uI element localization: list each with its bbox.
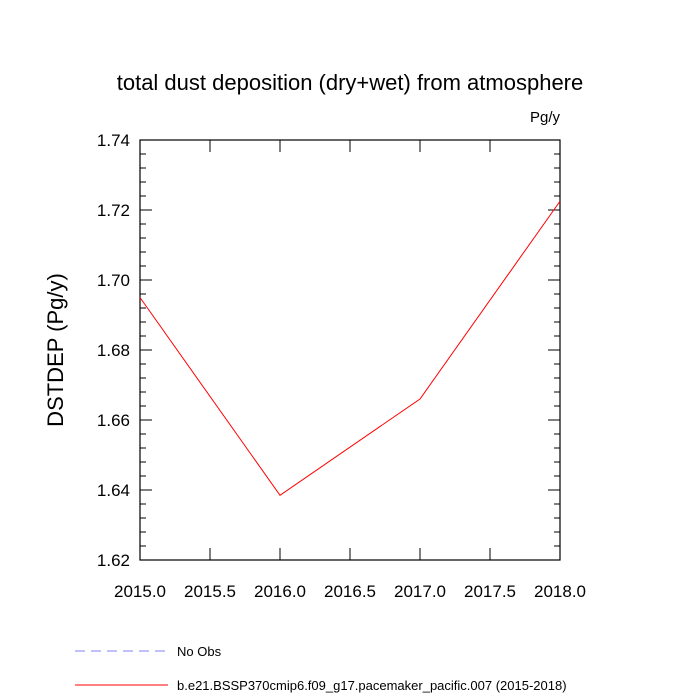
units-label: Pg/y (530, 109, 561, 126)
legend-label-0: No Obs (177, 644, 222, 659)
x-tick-label: 2015.0 (114, 582, 166, 601)
x-tick-label: 2015.5 (184, 582, 236, 601)
y-tick-label: 1.66 (97, 411, 130, 430)
legend-label-1: b.e21.BSSP370cmip6.f09_g17.pacemaker_pac… (177, 678, 567, 693)
x-tick-label: 2017.0 (394, 582, 446, 601)
legend: No Obs b.e21.BSSP370cmip6.f09_g17.pacemak… (75, 644, 567, 693)
series-line-1 (139, 200, 561, 496)
chart-title: total dust deposition (dry+wet) from atm… (117, 70, 584, 95)
series-lines (139, 200, 561, 496)
y-tick-label: 1.64 (97, 481, 130, 500)
y-tick-label: 1.70 (97, 271, 130, 290)
y-axis-label: DSTDEP (Pg/y) (43, 273, 68, 427)
y-tick-label: 1.68 (97, 341, 130, 360)
x-tick-label: 2017.5 (464, 582, 516, 601)
axis-ticks (139, 139, 561, 561)
x-tick-label: 2016.0 (254, 582, 306, 601)
y-tick-label: 1.74 (97, 131, 130, 150)
plot-frame (139, 139, 561, 561)
tick-labels: 2015.0 2015.5 2016.0 2016.5 2017.0 2017.5 2018… (97, 131, 586, 601)
y-tick-label: 1.62 (97, 551, 130, 570)
x-tick-label: 2018.0 (534, 582, 586, 601)
x-tick-label: 2016.5 (324, 582, 376, 601)
y-tick-label: 1.72 (97, 201, 130, 220)
